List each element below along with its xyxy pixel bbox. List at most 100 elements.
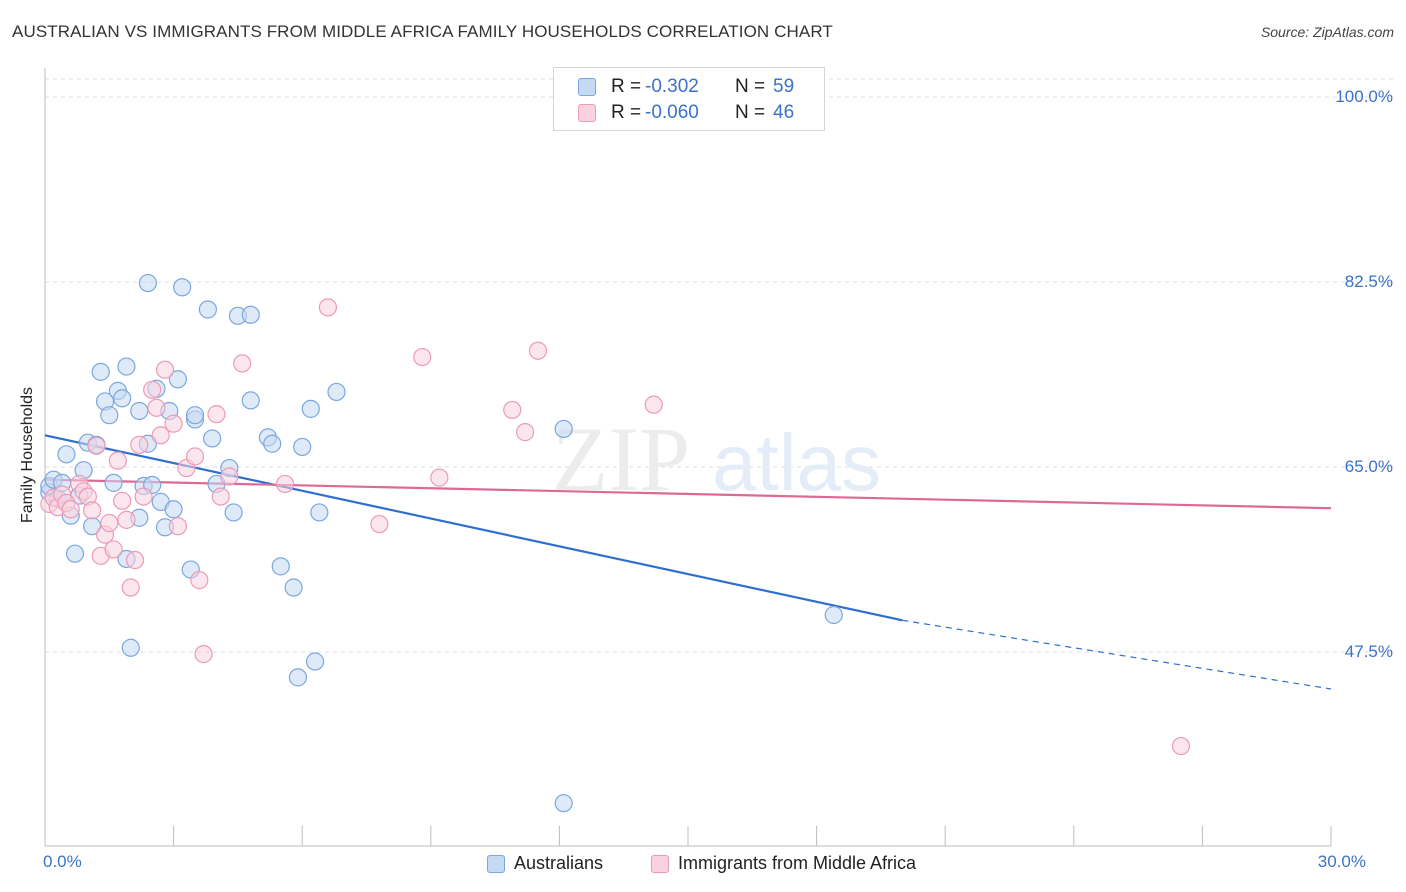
point-middle-africa bbox=[108, 451, 127, 470]
point-middle-africa bbox=[370, 514, 389, 534]
point-middle-africa bbox=[113, 491, 132, 510]
legend-row-middle-africa: R = -0.060 N = 46 bbox=[578, 101, 794, 125]
trend-line-australians-extension bbox=[902, 619, 1332, 690]
point-middle-africa bbox=[121, 578, 140, 597]
point-middle-africa bbox=[87, 436, 106, 455]
point-australians bbox=[824, 605, 843, 625]
legend-r-label: R = bbox=[611, 76, 642, 97]
point-australians bbox=[57, 445, 76, 464]
watermark-zip: ZIP bbox=[552, 408, 690, 510]
point-australians bbox=[293, 437, 312, 457]
point-australians bbox=[198, 300, 217, 319]
point-middle-africa bbox=[125, 550, 145, 570]
point-australians bbox=[554, 419, 573, 439]
point-australians bbox=[284, 578, 303, 597]
point-middle-africa bbox=[168, 517, 187, 536]
point-middle-africa bbox=[100, 513, 119, 533]
point-middle-africa bbox=[211, 487, 230, 506]
point-australians bbox=[203, 429, 222, 448]
point-australians bbox=[301, 399, 320, 418]
point-middle-africa bbox=[83, 501, 102, 520]
y-tick-label: 47.5% bbox=[1344, 642, 1393, 661]
point-australians bbox=[224, 503, 243, 522]
point-australians bbox=[327, 382, 346, 402]
point-middle-africa bbox=[275, 474, 295, 494]
watermark-atlas: atlas bbox=[712, 418, 881, 507]
legend-swatch-pink bbox=[578, 104, 596, 122]
point-australians bbox=[100, 406, 119, 425]
correlation-legend: R = -0.302 N = 59 R = -0.060 N = 46 bbox=[553, 67, 825, 131]
point-australians bbox=[121, 638, 140, 657]
x-tick-label: 0.0% bbox=[43, 852, 82, 871]
point-middle-africa bbox=[528, 341, 548, 360]
point-australians bbox=[130, 401, 149, 421]
legend-n-value: 46 bbox=[773, 102, 795, 123]
axes bbox=[44, 68, 1332, 847]
legend-swatch-blue bbox=[578, 78, 596, 96]
point-middle-africa bbox=[413, 347, 432, 367]
point-middle-africa bbox=[233, 354, 252, 373]
chart-title: AUSTRALIAN VS IMMIGRANTS FROM MIDDLE AFR… bbox=[12, 22, 833, 41]
point-australians bbox=[288, 668, 308, 687]
bottom-legend-label: Australians bbox=[514, 853, 604, 873]
y-tick-label: 82.5% bbox=[1344, 272, 1393, 291]
point-australians bbox=[138, 273, 157, 293]
point-australians bbox=[113, 389, 132, 408]
point-australians bbox=[241, 391, 260, 410]
bottom-legend-middle-africa: Immigrants from Middle Africa bbox=[651, 853, 916, 874]
legend-row-australians: R = -0.302 N = 59 bbox=[578, 75, 794, 99]
point-australians bbox=[305, 652, 325, 671]
trend-line-middle-africa bbox=[44, 478, 1332, 510]
point-australians bbox=[164, 500, 183, 519]
legend-r-value: -0.060 bbox=[645, 102, 699, 123]
point-middle-africa bbox=[194, 645, 213, 664]
point-middle-africa bbox=[147, 398, 166, 417]
point-middle-africa bbox=[117, 510, 136, 529]
legend-n-label: N = bbox=[735, 102, 766, 123]
point-australians bbox=[185, 406, 205, 425]
bottom-legend-australians: Australians bbox=[487, 853, 603, 874]
point-middle-africa bbox=[104, 540, 123, 559]
legend-n-value: 59 bbox=[773, 76, 795, 97]
point-middle-africa bbox=[1171, 736, 1191, 756]
bottom-legend-swatch-pink bbox=[651, 854, 669, 873]
point-middle-africa bbox=[134, 487, 153, 506]
legend-r-value: -0.302 bbox=[645, 76, 699, 97]
point-australians bbox=[168, 370, 187, 389]
bottom-legend-label: Immigrants from Middle Africa bbox=[678, 853, 917, 873]
point-middle-africa bbox=[61, 500, 80, 519]
point-australians bbox=[263, 434, 282, 453]
data-points bbox=[40, 273, 1191, 813]
legend-n-label: N = bbox=[735, 76, 766, 97]
point-middle-africa bbox=[190, 571, 209, 590]
point-middle-africa bbox=[220, 467, 239, 486]
y-tick-label: 100.0% bbox=[1335, 87, 1393, 106]
point-australians bbox=[173, 278, 192, 297]
point-australians bbox=[310, 503, 329, 522]
point-middle-africa bbox=[185, 447, 205, 466]
point-australians bbox=[104, 473, 123, 492]
point-middle-africa bbox=[207, 405, 226, 424]
point-middle-africa bbox=[318, 298, 338, 317]
x-tick-label: 30.0% bbox=[1317, 852, 1366, 871]
point-middle-africa bbox=[143, 380, 162, 399]
point-middle-africa bbox=[430, 468, 449, 487]
point-australians bbox=[65, 544, 85, 563]
point-australians bbox=[117, 357, 136, 376]
point-middle-africa bbox=[503, 400, 522, 420]
point-australians bbox=[241, 305, 260, 324]
point-australians bbox=[91, 362, 110, 381]
point-australians bbox=[554, 794, 573, 813]
y-tick-label: 65.0% bbox=[1344, 457, 1393, 476]
point-australians bbox=[271, 557, 290, 576]
point-middle-africa bbox=[644, 395, 663, 414]
point-middle-africa bbox=[164, 414, 183, 433]
point-middle-africa bbox=[151, 426, 170, 445]
source-label: Source: ZipAtlas.com bbox=[1260, 24, 1394, 40]
point-middle-africa bbox=[155, 360, 175, 379]
legend-r-label: R = bbox=[611, 102, 642, 123]
bottom-legend-swatch-blue bbox=[487, 854, 505, 873]
point-middle-africa bbox=[516, 423, 535, 442]
point-middle-africa bbox=[130, 435, 149, 454]
